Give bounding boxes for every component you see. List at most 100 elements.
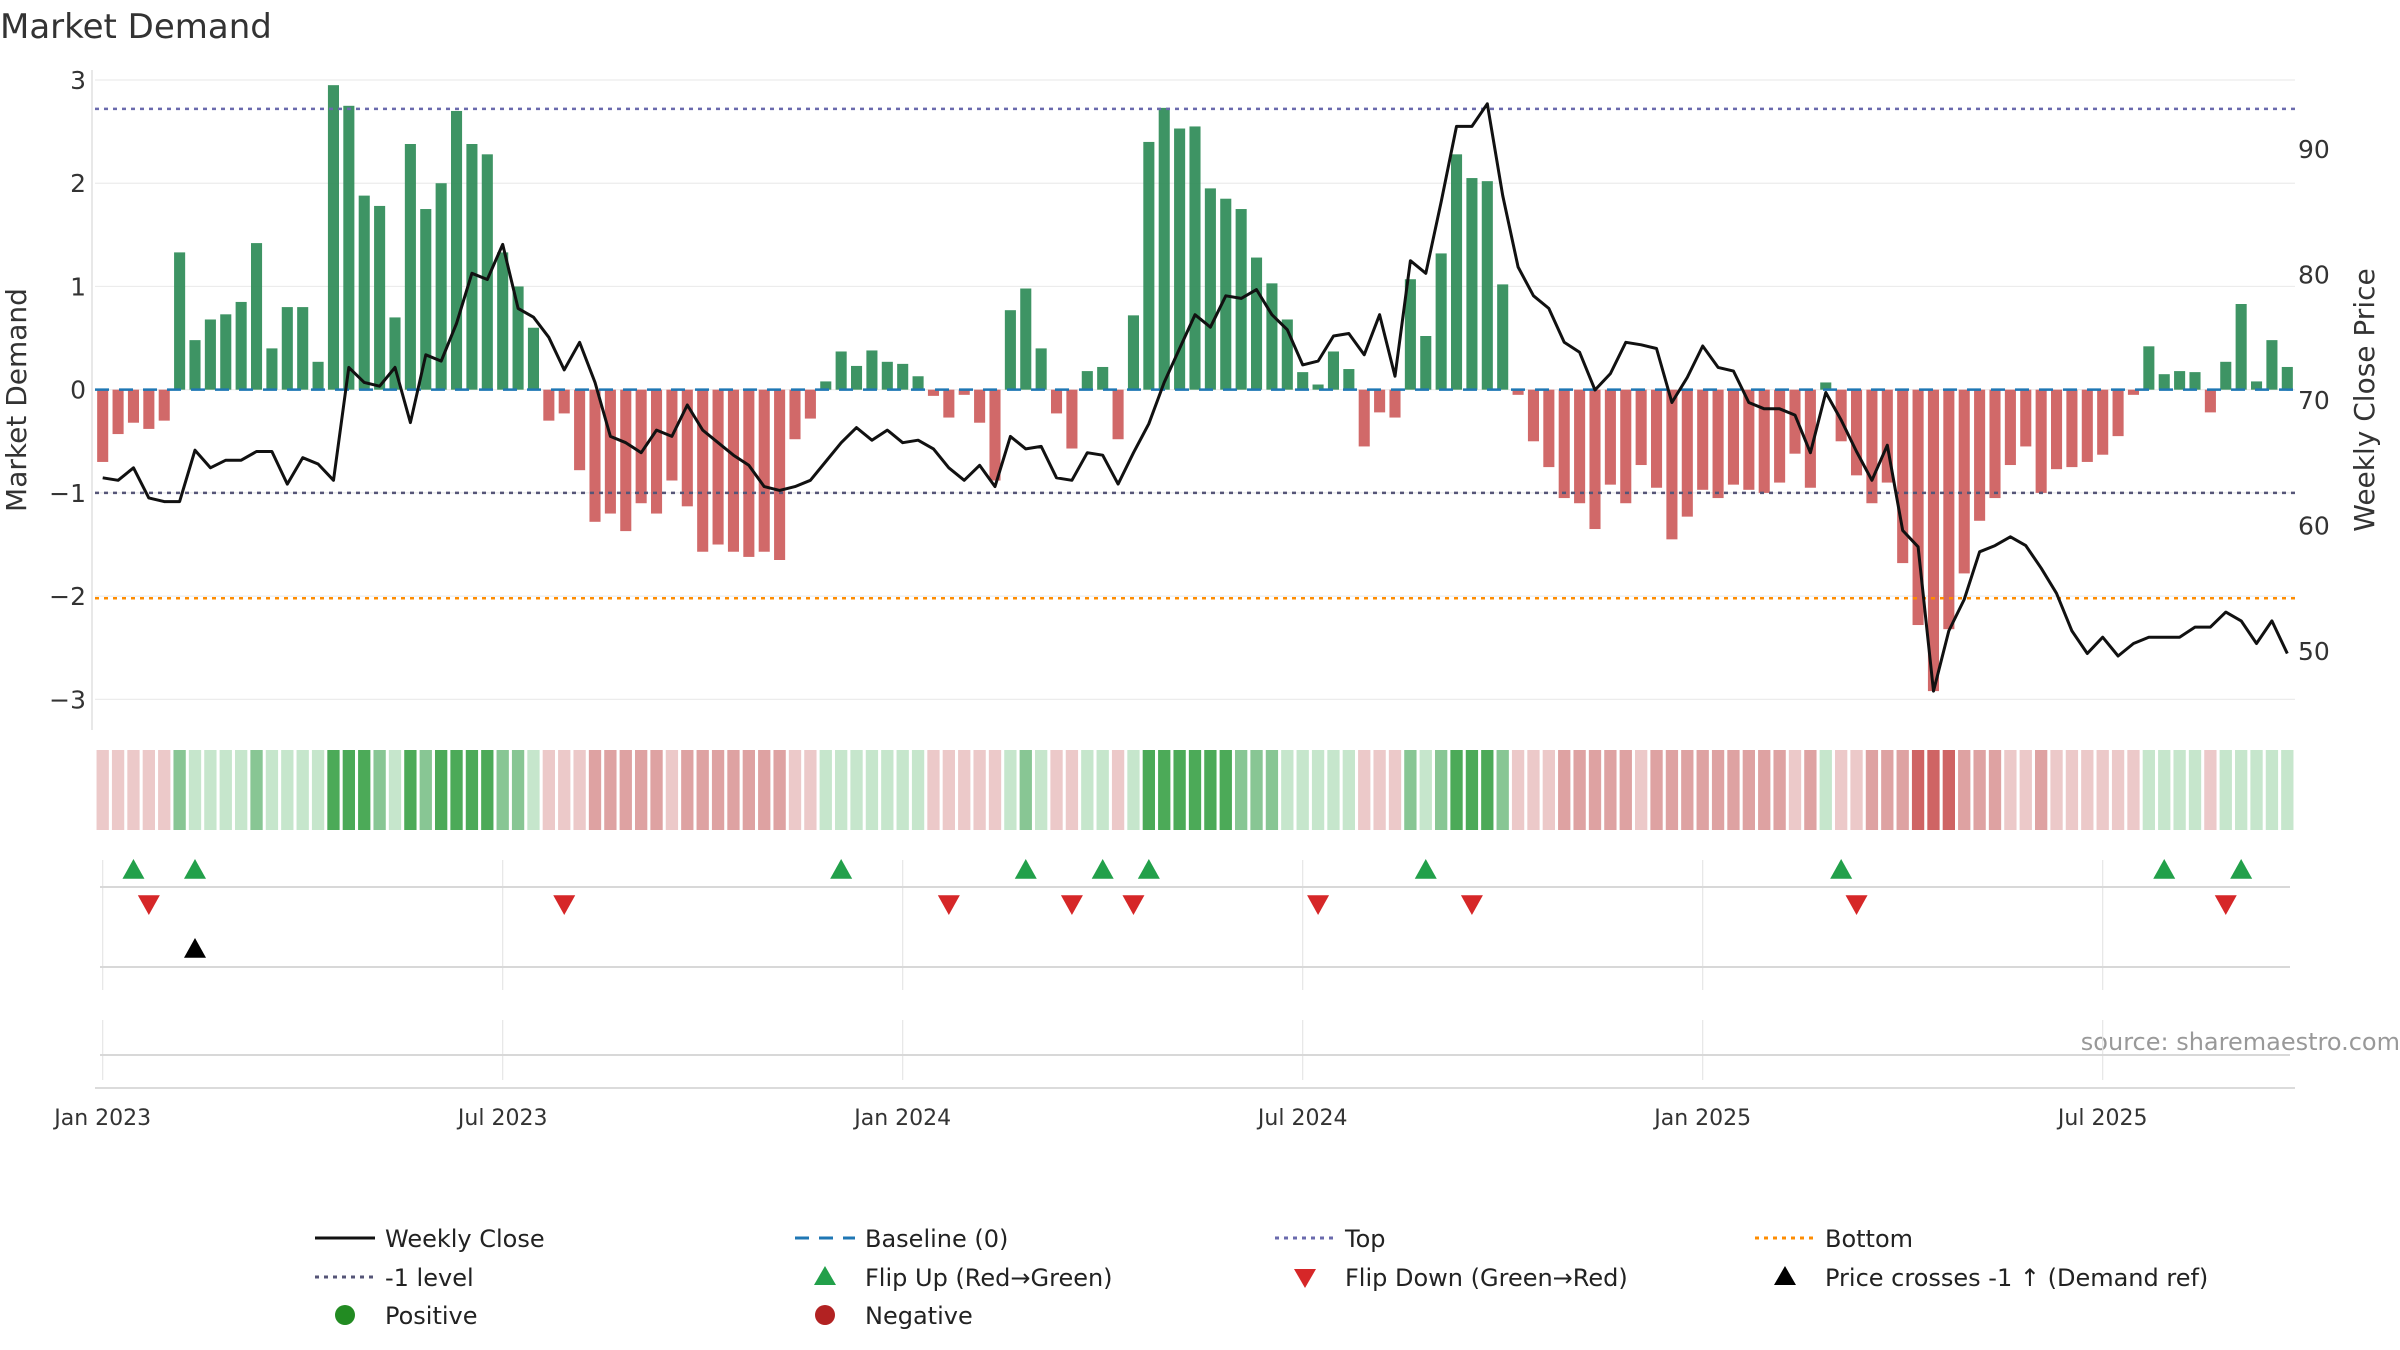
demand-bar-negative [1666,389,1678,540]
demand-bar-negative [1881,389,1893,483]
demand-bar-positive [204,319,216,390]
demand-bar-negative [1620,389,1632,504]
strip-cell [1373,750,1386,830]
demand-bar-positive [1297,372,1309,390]
strip-cell [1235,750,1248,830]
strip-cell [358,750,371,830]
demand-bar-negative [1374,389,1386,413]
demand-bar-negative [1574,389,1586,504]
demand-bar-negative [574,389,586,471]
demand-bar-negative [1851,389,1863,476]
demand-bar-positive [1497,284,1509,390]
demand-bar-negative [1943,389,1955,630]
strip-cell [635,750,648,830]
flip-up-marker [1091,859,1114,879]
strip-cell [2142,750,2155,830]
demand-bar-negative [1743,389,1755,490]
legend-label: Top [1344,1225,1386,1253]
demand-bar-positive [420,209,432,390]
demand-bar-positive [1035,348,1047,390]
strip-cell [2050,750,2063,830]
y-tick-label-left: −2 [49,582,86,611]
strip-cell [173,750,186,830]
demand-bar-positive [251,243,263,390]
weekly-close-line [102,102,2289,693]
demand-bar-negative [2004,389,2016,466]
flip-down-marker [1122,895,1145,915]
demand-bar-negative [1989,389,2001,499]
reference-lines [95,107,2295,600]
strip-cell [1404,750,1417,830]
strip-cell [2219,750,2232,830]
demand-bar-positive [2251,381,2263,390]
strip-cell [511,750,525,830]
strip-cell [1219,750,1232,830]
demand-bar-positive [2143,346,2155,390]
demand-bar-positive [2235,304,2247,390]
demand-bar-positive [1820,382,1832,390]
flip-down-marker [1060,895,1083,915]
demand-bar-negative [974,389,986,423]
y-tick-label-left: 3 [70,66,86,95]
strip-cell [604,750,617,830]
strip-cell [1004,750,1017,830]
strip-cell [573,750,586,830]
legend-label: Bottom [1825,1225,1913,1253]
strip-cell [235,750,248,830]
strip-cell [1250,750,1263,830]
strip-cell [1727,750,1740,830]
strip-cell [1419,750,1432,830]
strip-cell [1635,750,1648,830]
demand-bar-negative [558,389,570,414]
flip-down-marker [2214,895,2237,915]
strip-cell [711,750,725,830]
demand-bar-negative [1112,389,1124,440]
strip-cell [1127,750,1140,830]
demand-bar-positive [174,252,186,390]
strip-cell [2035,750,2048,830]
strip-cell [773,750,786,830]
legend-item-price-cross: Price crosses -1 ↑ (Demand ref) [1774,1264,2208,1292]
demand-bar-positive [220,314,232,390]
demand-bar-negative [681,389,693,507]
demand-bar-positive [1481,181,1493,390]
legend-item-weekly-close: Weekly Close [315,1225,545,1253]
demand-bar-negative [1866,389,1878,504]
strip-cell [1065,750,1079,830]
demand-bar-positive [1220,198,1232,390]
strip-cell [1850,750,1863,830]
strip-cell [127,750,140,830]
demand-bar-positive [820,381,832,390]
positive-dot-icon [335,1305,355,1325]
strip-cell [96,750,109,830]
demand-bar-positive [512,286,524,390]
y-tick-label-left: 2 [70,169,86,198]
demand-bar-negative [1051,389,1063,414]
demand-bar-negative [1681,389,1693,517]
strip-cell [1973,750,1986,830]
strip-cell [1096,750,1109,830]
demand-bar-negative [758,389,770,552]
strip-cell [327,750,340,830]
strip-cell [727,750,740,830]
demand-bar-positive [835,351,847,390]
y-tick-label-left: 1 [70,272,86,301]
demand-bar-positive [912,376,924,390]
demand-bar-positive [1451,154,1463,390]
demand-bar-negative [589,389,601,522]
strip-cell [542,750,555,830]
strip-cell [2019,750,2032,830]
strip-cell [850,750,863,830]
demand-bar-negative [774,389,786,560]
demand-bar-negative [743,389,755,557]
strip-cell [1327,750,1340,830]
legend-item-minus-one: -1 level [315,1264,474,1292]
demand-bar-negative [1512,389,1524,395]
strip-cell [558,750,571,830]
demand-bar-positive [451,110,463,390]
flip-down-marker [1460,895,1483,915]
flip-up-marker [184,859,206,879]
y-tick-label-right: 90 [2298,135,2330,164]
flip-up-marker [1014,859,1037,879]
demand-bar-negative [2020,389,2032,447]
